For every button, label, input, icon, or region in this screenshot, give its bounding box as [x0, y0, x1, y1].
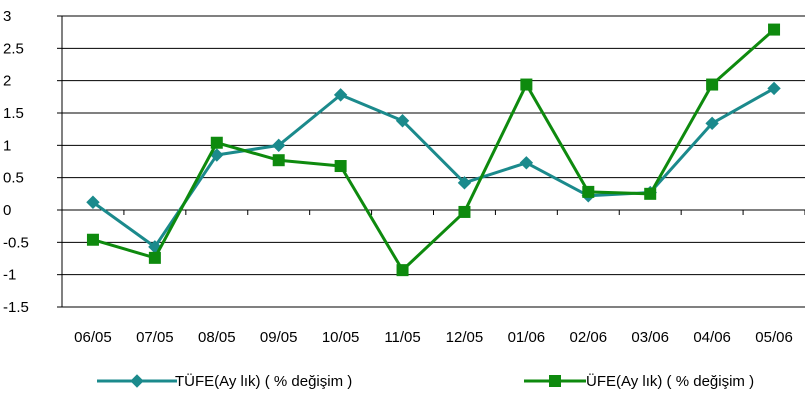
series-line — [92, 28, 776, 272]
data-point — [582, 185, 595, 198]
series-1 — [86, 81, 781, 254]
x-tick-label: 04/06 — [693, 329, 731, 346]
series-2 — [86, 23, 781, 277]
data-point — [520, 78, 533, 91]
x-tick-label: 05/06 — [755, 329, 793, 346]
x-tick-label: 11/05 — [384, 329, 420, 346]
x-tick-label: 03/06 — [631, 329, 669, 346]
x-axis-ticks: 06/05 07/05 08/05 09/05 10/05 11/05 12/05 01/06… — [61, 210, 805, 346]
y-tick-label: -1 — [3, 267, 16, 284]
data-point — [148, 251, 161, 264]
gridlines — [57, 15, 805, 308]
data-point — [767, 81, 781, 96]
data-point — [396, 264, 409, 277]
legend-marker — [549, 375, 561, 387]
legend-item: ÜFE(Ay lık) ( % değişim ) — [524, 372, 754, 390]
x-tick-label: 10/05 — [322, 329, 360, 346]
data-point — [210, 136, 223, 149]
data-point — [644, 187, 657, 200]
data-point — [768, 23, 781, 36]
y-tick-label: 1 — [3, 137, 11, 154]
data-point — [519, 156, 534, 170]
y-tick-label: -0.5 — [3, 234, 29, 251]
x-tick-label: 01/06 — [508, 329, 546, 346]
y-tick-label: 2.5 — [3, 40, 24, 57]
data-point — [458, 205, 471, 218]
legend-label: TÜFE(Ay lık) ( % değişim ) — [175, 372, 352, 390]
x-tick-label: 12/05 — [446, 329, 484, 346]
data-point — [395, 114, 410, 128]
x-tick-label: 09/05 — [260, 329, 298, 346]
data-point — [86, 233, 99, 246]
y-tick-label: 2 — [3, 73, 11, 90]
data-point — [272, 154, 285, 167]
data-point — [272, 138, 286, 153]
legend-item: TÜFE(Ay lık) ( % değişim ) — [97, 372, 352, 390]
series-line — [92, 87, 775, 249]
data-point — [706, 78, 719, 91]
x-tick-label: 06/05 — [74, 329, 112, 346]
legend-marker — [130, 374, 144, 388]
x-tick-label: 08/05 — [198, 329, 236, 346]
y-tick-label: 3 — [3, 8, 11, 25]
x-tick-label: 07/05 — [136, 329, 174, 346]
data-point — [457, 176, 472, 190]
y-tick-label: 0.5 — [3, 170, 24, 187]
data-point — [334, 160, 347, 173]
legend-label: ÜFE(Ay lık) ( % değişim ) — [586, 372, 754, 390]
x-tick-label: 02/06 — [570, 329, 608, 346]
data-point — [333, 88, 348, 102]
legend: TÜFE(Ay lık) ( % değişim ) ÜFE(Ay lık) ( … — [97, 372, 754, 390]
y-tick-label: 0 — [3, 202, 11, 219]
data-point — [705, 116, 719, 131]
y-tick-label: 1.5 — [3, 105, 24, 122]
y-axis-ticks: 3 2.5 2 1.5 1 0.5 0 -0.5 -1 -1.5 — [3, 8, 29, 316]
data-point — [86, 195, 100, 209]
y-tick-label: -1.5 — [3, 299, 29, 316]
